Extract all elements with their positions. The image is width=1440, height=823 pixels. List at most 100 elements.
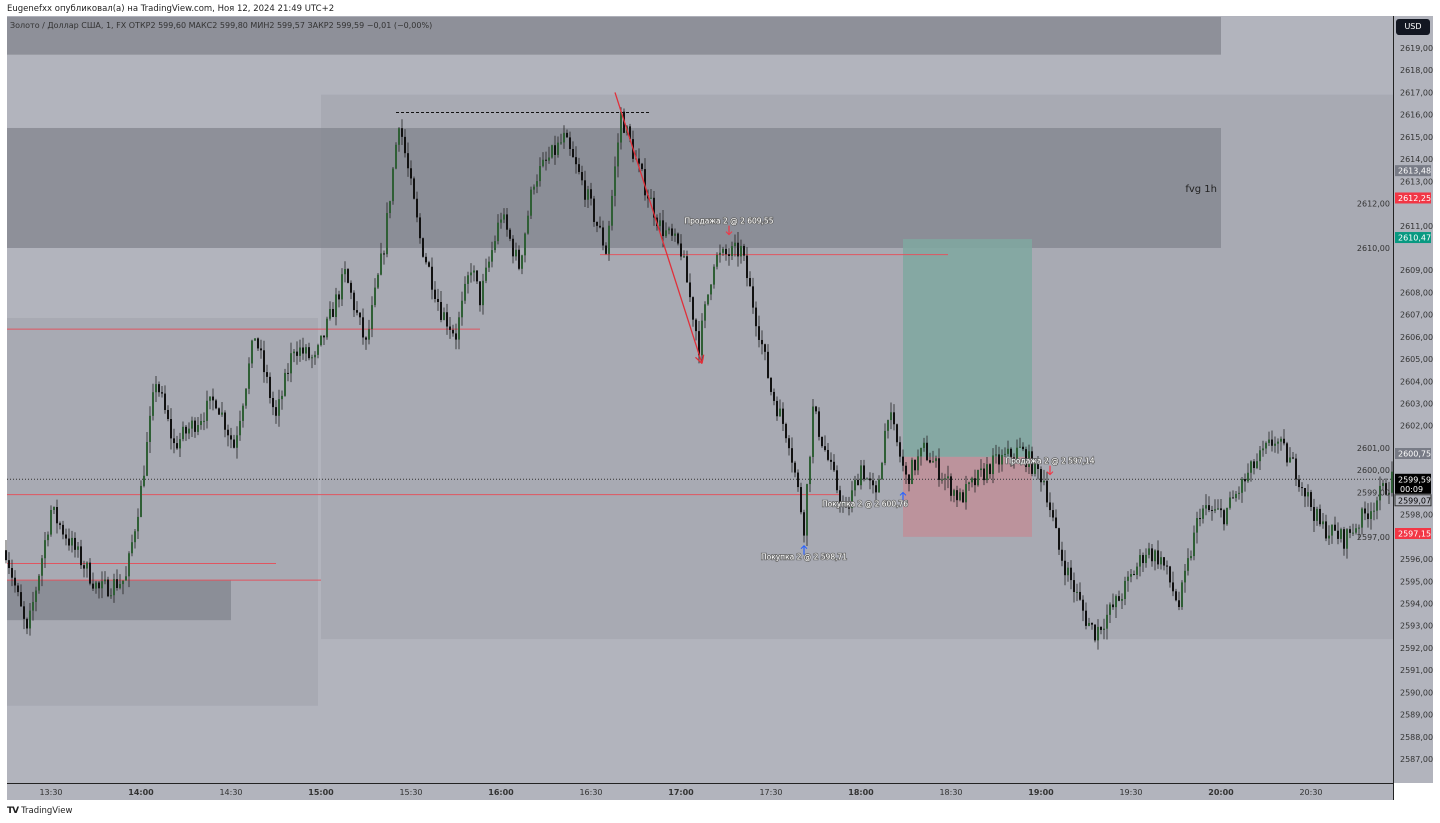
candle-body [467,275,469,284]
candle-body [56,506,58,524]
candle-body [947,476,949,479]
price-tick: 2594,00 [1400,600,1433,609]
candle-body [854,479,856,491]
price-tick: 2598,00 [1400,511,1433,520]
candle-body [1277,441,1279,444]
candle-body [812,406,814,457]
candle-body [1262,448,1264,451]
candle-body [1235,493,1237,499]
candle-body [1391,471,1393,493]
price-tick: 2601,00 [1357,444,1390,453]
price-tick: 2611,00 [1400,222,1433,231]
candle-body [1061,549,1063,561]
candle-body [407,153,409,169]
candle-body [608,225,610,254]
trade-marker: Покупка 2 @ 2 598,71 [760,545,848,563]
candle-body [155,384,157,393]
candle-body [437,298,439,302]
tradingview-logo[interactable]: TV TradingView [7,806,72,816]
candle-body [857,479,859,486]
candle-body [899,442,901,457]
candle-body [395,144,397,169]
candle-body [416,198,418,218]
candle-body [524,233,526,256]
price-tick: 2590,00 [1400,688,1433,697]
take-profit-zone [903,239,1032,457]
candle-body [491,250,493,262]
candle-body [35,590,37,602]
price-tick: 2595,00 [1400,577,1433,586]
candle-body [260,348,262,351]
candle-body [1151,548,1153,562]
candle-body [779,408,781,417]
candle-body [254,338,256,341]
candle-body [1022,446,1024,450]
candle-body [767,351,769,378]
candle-body [938,458,940,480]
candle-body [230,435,232,440]
price-label: 2610,47 [1398,234,1431,243]
candle-body [1160,557,1162,565]
candle-body [203,420,205,422]
candle-body [989,464,991,475]
candle-body [119,584,121,588]
candle-body [302,347,304,354]
candle-body [281,395,283,400]
candle-body [665,230,667,237]
candle-body [233,439,235,448]
candle-body [1010,448,1012,458]
trade-label: Продажа 2 @ 2 609,55 [685,217,774,226]
candle-body [680,243,682,257]
candle-body [1175,591,1177,601]
candle-body [578,164,580,173]
candle-body [869,478,871,481]
candle-body [1208,505,1210,510]
buy-arrow-head [800,545,808,550]
candle-body [1082,599,1084,611]
candle-body [1178,600,1180,608]
candle-body [1139,555,1141,567]
price-tick: 2592,00 [1400,644,1433,653]
candle-body [551,145,553,158]
zone-rect [7,16,1221,55]
candle-body [1292,457,1294,459]
candle-body [11,568,13,578]
candle-body [1094,624,1096,641]
candle-body [659,220,661,227]
candle-body [881,462,883,480]
candle-body [611,195,613,226]
price-tick: 2587,00 [1400,755,1433,764]
time-tick: 18:00 [848,788,874,797]
candle-body [1067,567,1069,576]
candle-body [911,459,913,484]
candle-body [509,229,511,239]
candle-body [944,478,946,480]
candle-body [740,245,742,257]
candle-body [980,468,982,471]
candle-body [1265,442,1267,449]
candle-body [443,312,445,320]
candle-body [1187,558,1189,571]
candle-body [983,468,985,481]
candle-body [890,412,892,421]
candle-body [614,166,616,196]
currency-button[interactable]: USD [1396,19,1430,35]
candle-body [479,281,481,306]
candle-body [236,435,238,448]
candle-body [278,399,280,416]
candle-body [986,464,988,481]
candle-body [1049,502,1051,511]
candle-body [689,282,691,298]
candle-body [191,420,193,429]
candle-body [1259,450,1261,462]
candle-body [752,286,754,308]
price-label-bg [1395,165,1431,177]
candle-body [377,274,379,288]
candle-body [1370,511,1372,520]
candle-body [212,396,214,401]
candle-body [425,256,427,263]
price-label-bg [1395,448,1431,460]
candle-body [761,339,763,345]
candle-body [1217,508,1219,510]
